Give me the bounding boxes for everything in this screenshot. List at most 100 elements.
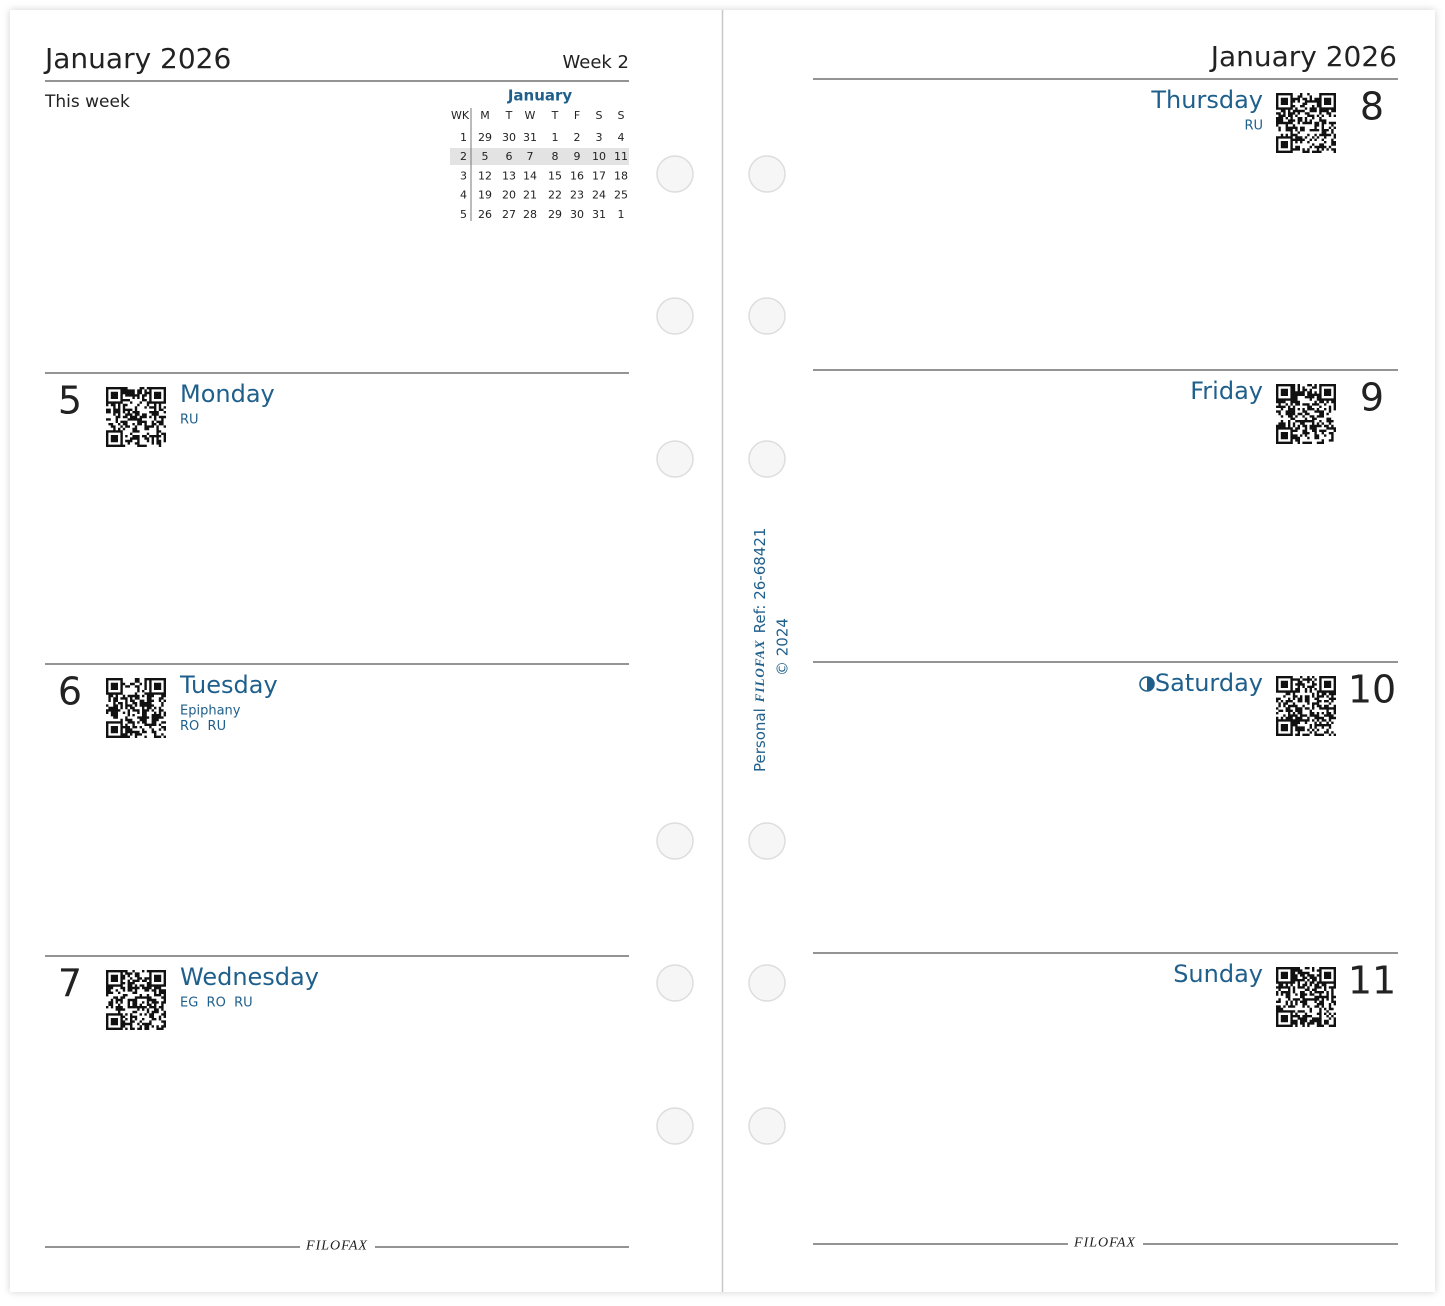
spine-product: Personal [751, 708, 769, 772]
qr-code [1276, 676, 1336, 736]
binder-hole [748, 964, 786, 1002]
mini-date: 7 [527, 150, 534, 163]
day-name: Sunday [1173, 960, 1263, 988]
qr-code [1276, 93, 1336, 153]
day-number: 9 [1360, 376, 1384, 420]
mini-date: 20 [502, 189, 516, 202]
this-week-label: This week [44, 92, 130, 112]
day-note: RO RU [180, 719, 226, 734]
day-name: Monday [180, 380, 275, 408]
mini-date: 4 [618, 131, 625, 144]
mini-date: 8 [552, 150, 559, 163]
spine-brand: filofax [748, 639, 769, 703]
moon-phase-icon [1139, 676, 1155, 692]
right-title: January 2026 [1209, 40, 1397, 73]
day-name: Thursday [1150, 86, 1263, 114]
qr-code [1276, 384, 1336, 444]
day-name: Saturday [1155, 669, 1263, 697]
binder-hole [656, 964, 694, 1002]
day-number: 5 [58, 379, 82, 423]
mini-header: W [525, 109, 536, 122]
mini-date: 23 [570, 189, 584, 202]
left-title: January 2026 [43, 42, 231, 75]
mini-week-number: 4 [460, 189, 467, 202]
day-name: Tuesday [179, 671, 278, 699]
mini-date: 28 [523, 208, 537, 221]
mini-date: 12 [478, 169, 492, 182]
mini-calendar: January WK M T W T F S S1 29 30 31 1 2 3 42 5 6 7 8 9 10 113 1… [450, 87, 629, 221]
binder-hole [656, 1107, 694, 1145]
day-number: 6 [58, 670, 82, 714]
mini-date: 13 [502, 169, 516, 182]
day-number: 10 [1348, 668, 1396, 712]
mini-header: T [551, 109, 559, 122]
spine-copyright: © 2024 [774, 618, 792, 676]
mini-date: 9 [574, 150, 581, 163]
week-label: Week 2 [563, 52, 630, 73]
binder-hole [656, 297, 694, 335]
mini-date: 10 [592, 150, 606, 163]
mini-date: 11 [614, 150, 628, 163]
binder-hole [748, 822, 786, 860]
mini-date: 21 [523, 189, 537, 202]
mini-date: 14 [523, 169, 537, 182]
mini-date: 31 [592, 208, 606, 221]
binder-hole [656, 822, 694, 860]
mini-date: 1 [552, 131, 559, 144]
binder-hole [748, 1107, 786, 1145]
mini-date: 15 [548, 169, 562, 182]
day-note: Epiphany [180, 704, 241, 719]
binder-holes [656, 155, 786, 1145]
mini-date: 1 [618, 208, 625, 221]
spine-ref: Ref: 26-68421 [751, 528, 769, 634]
mini-date: 2 [574, 131, 581, 144]
qr-code [106, 970, 166, 1030]
mini-date: 6 [506, 150, 513, 163]
qr-code [106, 387, 166, 447]
mini-date: 19 [478, 189, 492, 202]
mini-week-number: 1 [460, 131, 467, 144]
mini-date: 24 [592, 189, 606, 202]
mini-date: 16 [570, 169, 584, 182]
qr-code [1276, 967, 1336, 1027]
mini-date: 30 [502, 131, 516, 144]
spine-text: Personal filofax Ref: 26-68421 [748, 528, 769, 772]
mini-week-number: 3 [460, 169, 467, 182]
mini-header: WK [451, 109, 470, 122]
binder-hole [656, 155, 694, 193]
mini-header: F [574, 109, 580, 122]
binder-hole [748, 155, 786, 193]
qr-code [106, 678, 166, 738]
day-note: RU [180, 413, 199, 428]
day-name: Wednesday [180, 963, 319, 991]
mini-date: 5 [482, 150, 489, 163]
day-number: 11 [1348, 959, 1396, 1003]
mini-date: 26 [478, 208, 492, 221]
current-week-highlight [450, 148, 629, 165]
mini-date: 25 [614, 189, 628, 202]
day-note: RU [1244, 119, 1263, 134]
mini-date: 3 [596, 131, 603, 144]
mini-date: 22 [548, 189, 562, 202]
mini-header: S [618, 109, 625, 122]
footer-logo: filofax [1073, 1230, 1136, 1252]
day-note: EG RO RU [180, 996, 253, 1011]
mini-week-number: 2 [460, 150, 467, 163]
mini-header: T [505, 109, 513, 122]
mini-week-number: 5 [460, 208, 467, 221]
mini-month: January [507, 87, 573, 105]
day-number: 8 [1360, 85, 1384, 129]
mini-date: 31 [523, 131, 537, 144]
mini-date: 29 [548, 208, 562, 221]
mini-date: 17 [592, 169, 606, 182]
mini-date: 27 [502, 208, 516, 221]
binder-hole [748, 297, 786, 335]
footer-logo: filofax [305, 1233, 368, 1255]
mini-date: 18 [614, 169, 628, 182]
day-number: 7 [58, 962, 82, 1006]
day-name: Friday [1190, 377, 1263, 405]
binder-hole [656, 440, 694, 478]
mini-date: 30 [570, 208, 584, 221]
mini-header: S [596, 109, 603, 122]
